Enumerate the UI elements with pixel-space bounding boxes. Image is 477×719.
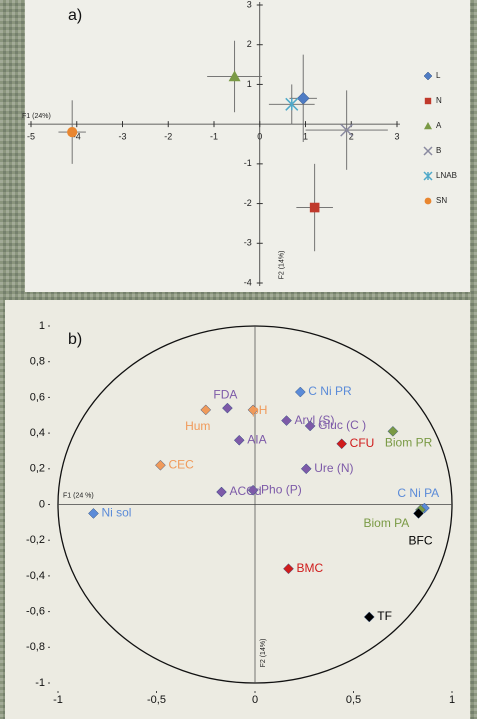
point-label: BFC (409, 534, 433, 548)
point-label: Ni sol (101, 506, 131, 520)
panel-b (5, 300, 470, 719)
x-tick-label: -1 (210, 132, 218, 142)
legend-label: N (436, 96, 442, 105)
y-tick-label: 0,2 (30, 463, 45, 475)
point (283, 563, 294, 575)
y-tick-label: 0,4 (30, 427, 45, 439)
point (387, 425, 399, 437)
x-tick-label: -2 (164, 132, 172, 142)
panel-a (25, 0, 470, 292)
x-axis-title: F1 (24%) (22, 113, 51, 120)
point (336, 438, 348, 450)
point (363, 611, 375, 623)
point (228, 70, 241, 82)
x-tick-label: 0 (257, 132, 262, 142)
x-tick-label: 1 (303, 132, 308, 142)
point (340, 123, 354, 137)
point-label: pH (252, 403, 267, 417)
legend-marker (424, 197, 432, 205)
point-label: C Ni PR (308, 384, 352, 398)
legend-label: LNAB (436, 171, 457, 180)
legend-marker (423, 171, 433, 181)
point (247, 484, 259, 496)
point-label: CFU (350, 436, 375, 450)
legend-marker (424, 97, 432, 105)
y-tick-label: -0,6 (26, 606, 45, 618)
point (300, 463, 312, 475)
point (88, 508, 99, 519)
panel-label: b) (68, 331, 82, 348)
y-tick-label: -2 (244, 198, 252, 208)
point (67, 126, 78, 138)
legend-marker (423, 146, 433, 156)
x-tick-label: -5 (27, 132, 35, 142)
point-label: BMC (296, 561, 323, 575)
point (285, 97, 299, 111)
point (294, 386, 306, 398)
y-tick-label: 1 (39, 320, 45, 332)
legend-label: B (436, 146, 441, 155)
x-tick-label: 0,5 (346, 694, 361, 706)
point (309, 202, 320, 213)
point-label: FDA (213, 387, 237, 401)
point (304, 420, 316, 432)
point (216, 486, 227, 498)
point-label: Aryl (S) (295, 413, 335, 427)
point-label: Gluc (C ) (318, 418, 366, 432)
point (200, 404, 212, 416)
panel-label: a) (68, 7, 82, 24)
point-label: Ure (N) (314, 461, 353, 475)
x-tick-label: -4 (73, 132, 81, 142)
legend-label: SN (436, 196, 447, 205)
legend-marker (423, 71, 433, 81)
point-label: Pho (P) (261, 482, 302, 496)
point-label: Biom PR (385, 435, 433, 449)
y-tick-label: -1 (244, 158, 252, 168)
point (247, 404, 259, 416)
x-tick-label: 0 (252, 694, 258, 706)
y-tick-label: -0,2 (26, 534, 45, 546)
y-tick-label: 0 (39, 498, 45, 510)
y-tick-label: -0,4 (26, 570, 45, 582)
legend-label: L (436, 71, 441, 80)
point (413, 508, 424, 519)
point-label: Hum (185, 419, 210, 433)
y-tick-label: 0,8 (30, 356, 45, 368)
legend-marker (424, 122, 432, 130)
point (281, 415, 292, 426)
x-tick-label: 2 (349, 132, 354, 142)
point (222, 402, 233, 414)
y-tick-label: -3 (244, 238, 252, 248)
y-tick-label: 0,6 (30, 391, 45, 403)
y-axis-title: F2 (14%) (260, 639, 267, 668)
x-axis-title: F1 (24 %) (63, 492, 94, 499)
point-label: TF (377, 609, 392, 623)
point-label: AIA (247, 432, 266, 446)
y-tick-label: -0,8 (26, 641, 45, 653)
y-tick-label: 1 (247, 79, 252, 89)
x-tick-label: -0,5 (147, 694, 166, 706)
point-label: CEC (168, 457, 194, 471)
legend-label: A (436, 121, 442, 130)
y-tick-label: 2 (247, 39, 252, 49)
x-tick-label: 3 (394, 132, 399, 142)
y-axis-title: F2 (14%) (279, 251, 286, 280)
x-tick-label: -3 (118, 132, 126, 142)
point (233, 434, 245, 446)
point (155, 459, 166, 471)
y-tick-label: 3 (247, 0, 252, 9)
x-tick-label: 1 (449, 694, 455, 706)
x-tick-label: -1 (53, 694, 63, 706)
y-tick-label: -4 (244, 277, 252, 287)
point-label: C Ni PA (397, 486, 439, 500)
point-label: Biom PA (363, 516, 409, 530)
y-tick-label: -1 (35, 677, 45, 689)
